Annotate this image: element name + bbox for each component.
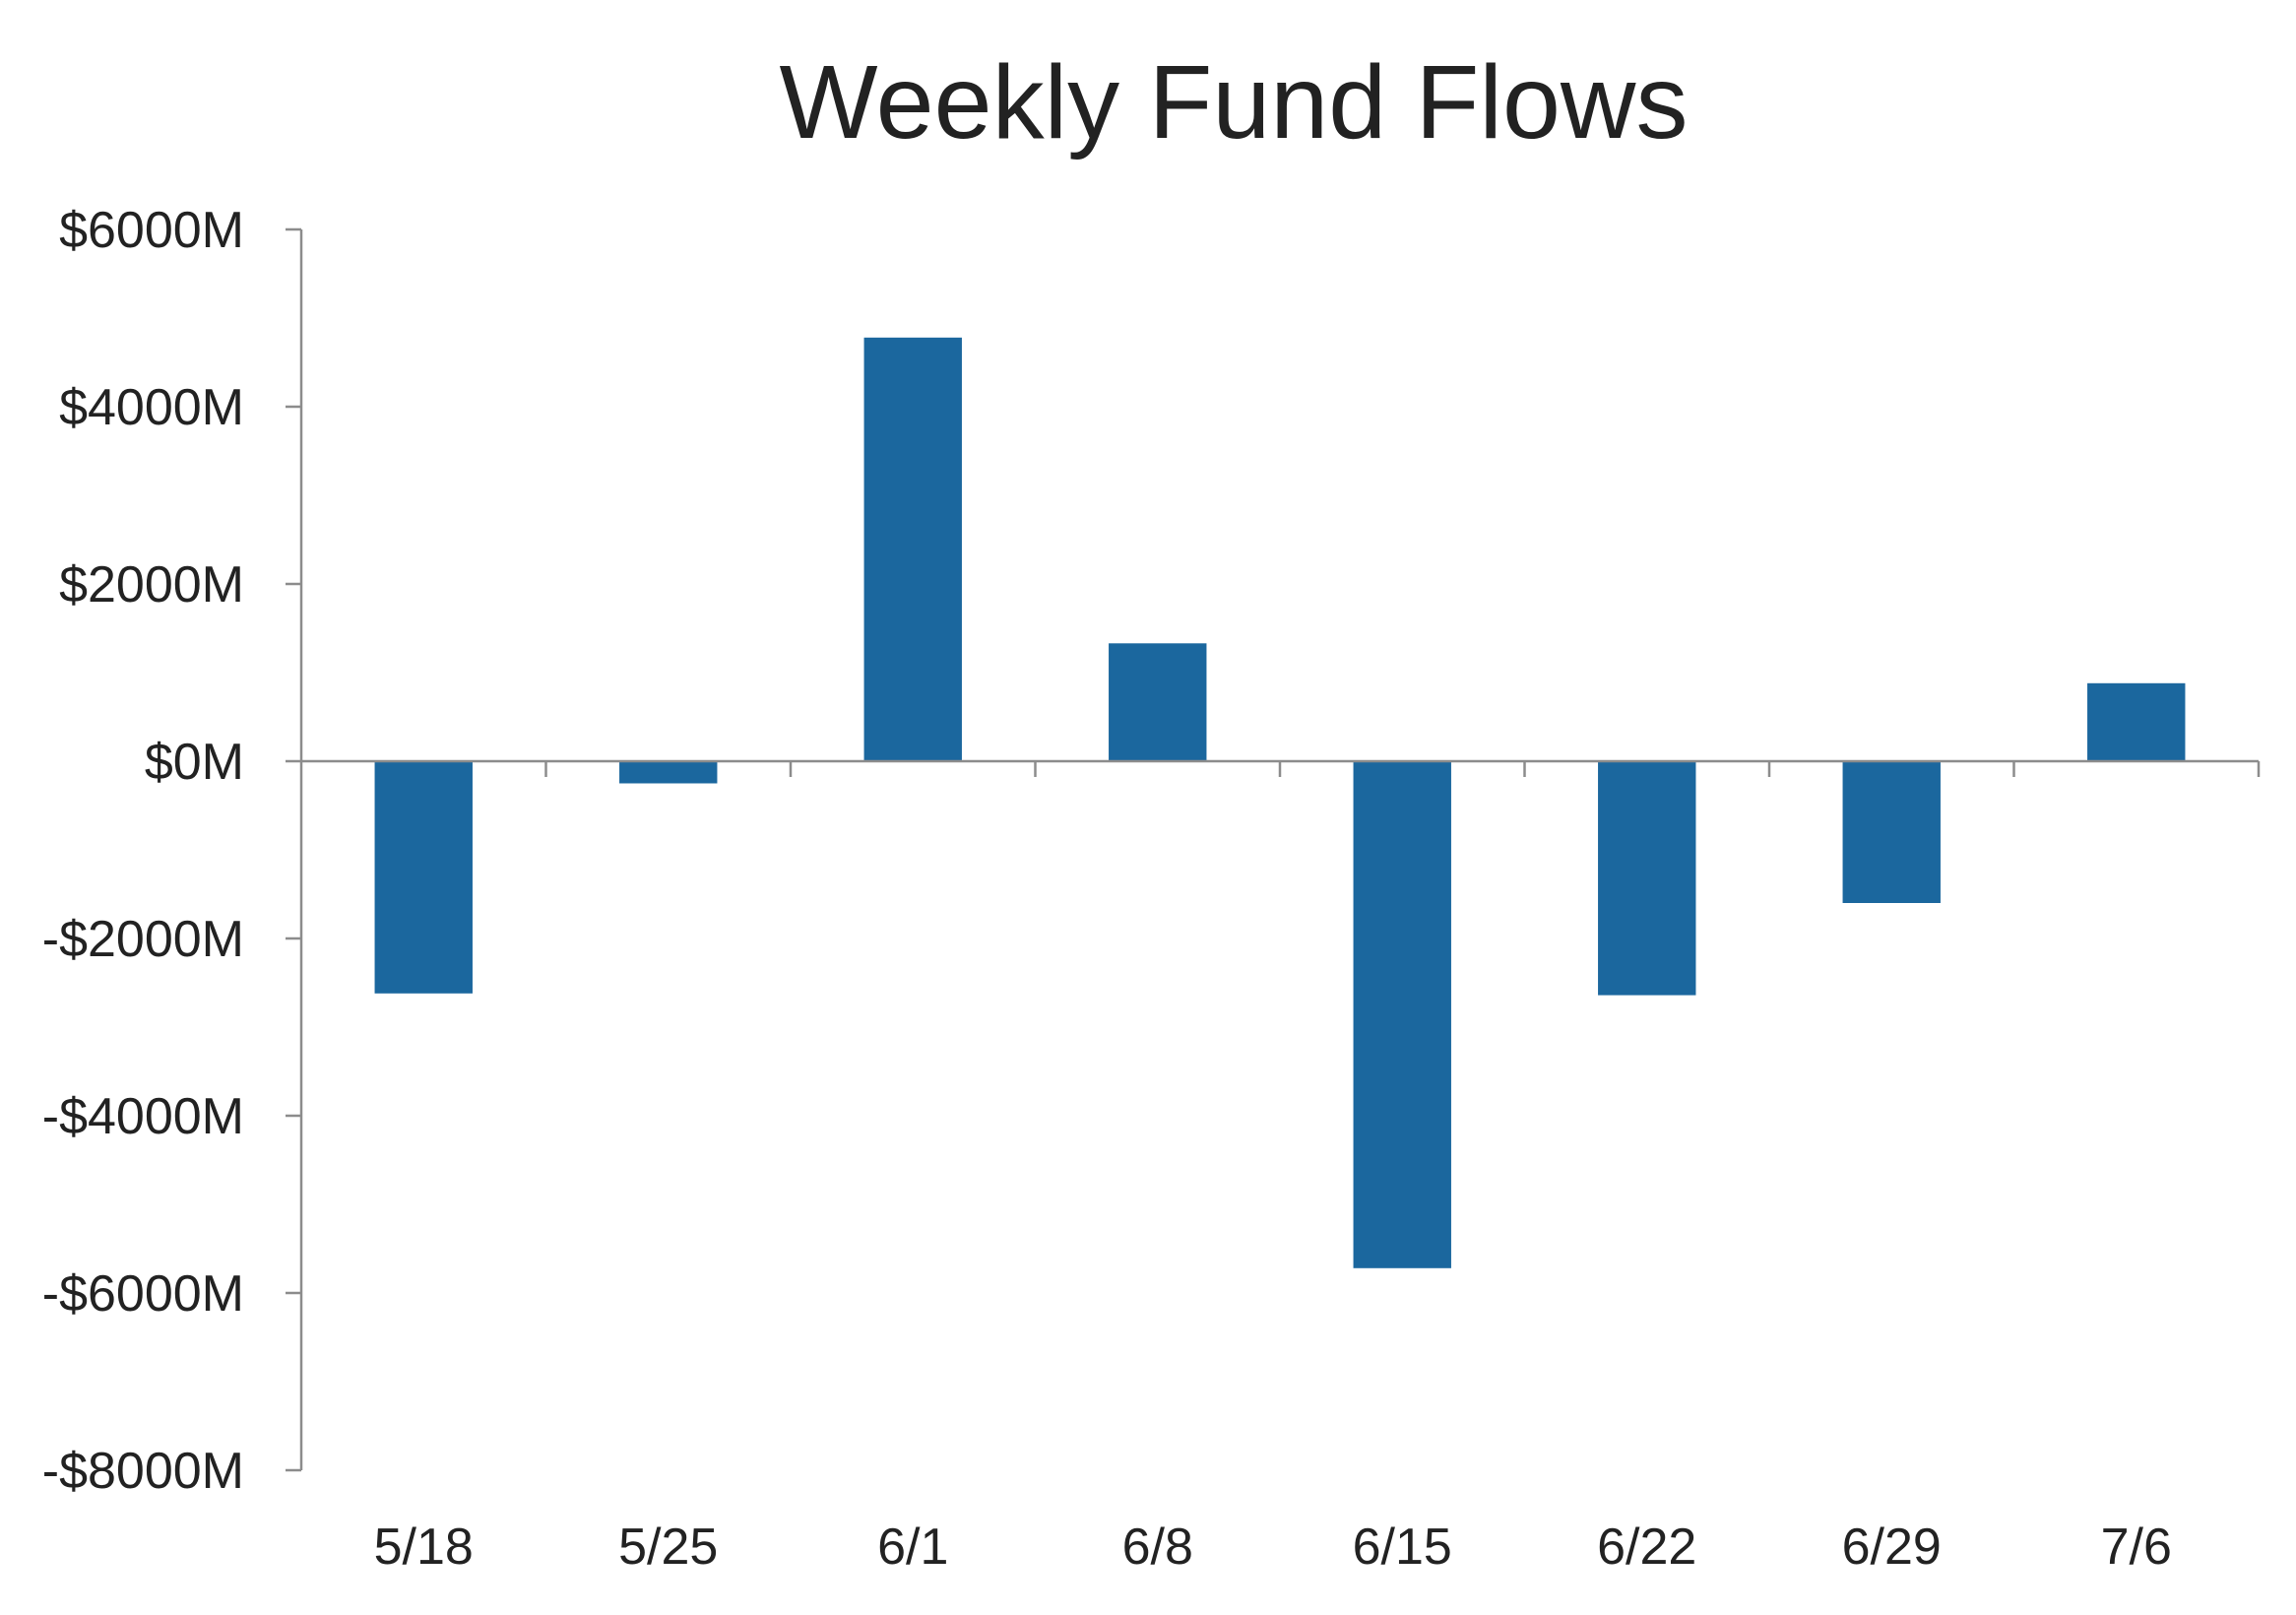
bar-5-25 [619,761,718,784]
bar-7-6 [2087,682,2186,761]
y-tick-label: -$4000M [42,1088,244,1145]
x-tick-label: 6/15 [1353,1518,1452,1576]
y-tick-label: -$6000M [42,1265,244,1323]
bars [374,337,2186,1268]
y-tick-label: $0M [145,734,244,791]
x-tick-label: 5/18 [374,1518,474,1576]
y-tick-label: $4000M [59,379,244,436]
x-axis: 5/18 5/25 6/1 6/8 6/15 6/22 6/29 7/6 [301,759,2261,1576]
bar-6-15 [1353,761,1451,1268]
x-tick-label: 6/22 [1597,1518,1696,1576]
y-tick-label: -$2000M [42,911,244,968]
x-tick-label: 5/25 [618,1518,718,1576]
chart-title: Weekly Fund Flows [780,44,1689,161]
y-axis: $6000M $4000M $2000M $0M -$2000M -$4000M -$600… [42,202,303,1500]
x-tick-label: 6/29 [1842,1518,1942,1576]
bar-6-8 [1109,643,1207,761]
y-tick-label: -$8000M [42,1443,244,1500]
bar-5-18 [374,761,473,994]
bar-6-29 [1842,761,1941,903]
x-tick-label: 6/8 [1122,1518,1193,1576]
bar-6-22 [1598,761,1696,996]
y-tick-label: $6000M [59,202,244,259]
bar-6-1 [863,337,962,761]
x-tick-label: 7/6 [2101,1518,2172,1576]
x-tick-label: 6/1 [877,1518,948,1576]
y-tick-label: $2000M [59,556,244,614]
